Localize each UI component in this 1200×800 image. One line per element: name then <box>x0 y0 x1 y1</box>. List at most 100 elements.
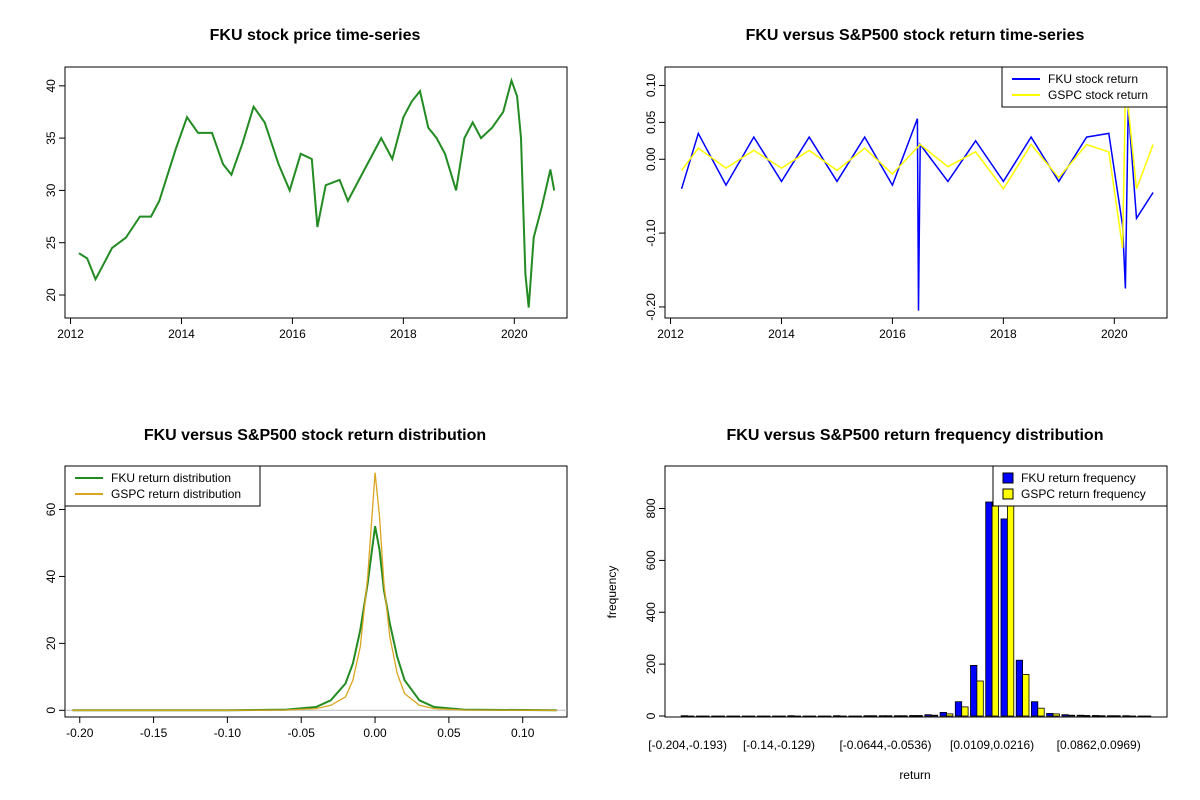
frequency-y-tick-label: 400 <box>644 602 658 622</box>
frequency-bar-1 <box>732 715 741 718</box>
frequency-bar-0 <box>1031 701 1039 717</box>
frequency-bar-0 <box>924 714 932 717</box>
price-chart-title: FKU stock price time-series <box>210 27 421 44</box>
frequency-x-tick-label: [0.0862,0.0969) <box>1057 738 1141 752</box>
density-series-0 <box>72 526 557 712</box>
frequency-bar-1 <box>1037 707 1045 717</box>
return-ts-y-tick-label: -0.10 <box>644 219 658 247</box>
frequency-bar-1 <box>748 715 756 718</box>
frequency-y-tick-label: 800 <box>644 498 658 518</box>
return-distribution-title: FKU versus S&P500 stock return distribut… <box>144 427 486 444</box>
frequency-bar-0 <box>756 715 765 718</box>
return-ts-series-1 <box>681 92 1154 249</box>
frequency-bar-0 <box>772 715 780 718</box>
frequency-bar-1 <box>763 715 771 718</box>
frequency-bar-1 <box>793 715 802 718</box>
density-legend-label: FKU return distribution <box>111 471 231 485</box>
return-ts-y-tick-label: 0.00 <box>644 147 658 171</box>
frequency-legend-box <box>992 465 1168 507</box>
frequency-bar-0 <box>863 715 871 717</box>
density-x-tick-label: -0.20 <box>66 726 94 740</box>
frequency-legend-swatch <box>1002 488 1014 500</box>
return-ts-series-0 <box>680 107 1154 311</box>
density-y-tick-label: 40 <box>44 569 58 583</box>
frequency-bar-1 <box>1144 715 1152 718</box>
return-ts-legend-label: GSPC stock return <box>1048 88 1148 102</box>
return-ts-x-tick-label: 2014 <box>768 327 795 341</box>
frequency-bar-0 <box>939 712 947 717</box>
frequency-y-axis-label: frequency <box>605 566 619 619</box>
frequency-bar-1 <box>915 715 923 717</box>
price-y-tick-label: 25 <box>44 236 58 250</box>
frequency-y-tick-label: 200 <box>644 654 658 674</box>
frequency-bar-0 <box>954 701 963 717</box>
frequency-bar-0 <box>985 501 993 717</box>
frequency-bar-1 <box>824 715 832 718</box>
frequency-x-tick-label: [-0.14,-0.129) <box>743 738 815 752</box>
return-ts-y-tick-label: 0.10 <box>644 73 658 97</box>
frequency-bar-0 <box>817 715 826 718</box>
density-y-tick-label: 0 <box>44 707 58 714</box>
frequency-legend-swatch <box>1002 472 1014 484</box>
frequency-bar-1 <box>1052 713 1060 717</box>
density-legend-box <box>64 465 261 507</box>
frequency-bar-0 <box>787 715 795 717</box>
price-x-tick-label: 2020 <box>501 327 528 341</box>
price-y-tick-label: 30 <box>44 183 58 197</box>
price-series-line <box>78 77 556 308</box>
frequency-x-tick-label: [-0.0644,-0.0536) <box>839 738 931 752</box>
density-legend-label: GSPC return distribution <box>111 487 241 501</box>
frequency-bar-0 <box>711 715 719 718</box>
price-y-tick-label: 35 <box>44 131 58 145</box>
return-timeseries-panel: FKU versus S&P500 stock return time-seri… <box>644 27 1168 341</box>
frequency-bar-1 <box>1022 674 1030 717</box>
frequency-bar-0 <box>1091 715 1100 717</box>
price-x-tick-label: 2018 <box>390 327 417 341</box>
return-ts-y-tick-label: 0.05 <box>644 110 658 134</box>
frequency-bar-1 <box>869 715 878 717</box>
frequency-legend-label: FKU return frequency <box>1021 471 1136 485</box>
density-series-1 <box>72 472 557 711</box>
frequency-bar-0 <box>1061 714 1069 717</box>
frequency-bar-1 <box>885 715 893 717</box>
frequency-bar-1 <box>1113 715 1121 717</box>
frequency-distribution-plot-frame <box>664 465 1168 718</box>
frequency-bar-0 <box>1107 715 1115 717</box>
frequency-bar-1 <box>1098 715 1106 717</box>
frequency-bar-1 <box>991 502 999 717</box>
frequency-bar-0 <box>1015 659 1024 717</box>
frequency-bar-0 <box>726 715 734 718</box>
density-x-tick-label: 0.05 <box>437 726 461 740</box>
return-ts-x-tick-label: 2018 <box>990 327 1017 341</box>
frequency-bar-1 <box>717 715 725 718</box>
frequency-bar-0 <box>1137 715 1145 718</box>
frequency-legend-label: GSPC return frequency <box>1021 487 1146 501</box>
price-x-tick-label: 2014 <box>168 327 195 341</box>
return-ts-legend-label: FKU stock return <box>1048 72 1138 86</box>
return-ts-legend-box <box>1001 66 1168 108</box>
frequency-bar-0 <box>680 715 689 717</box>
frequency-bar-1 <box>778 715 786 718</box>
frequency-bar-1 <box>702 715 710 718</box>
price-y-tick-label: 20 <box>44 288 58 302</box>
price-x-tick-label: 2016 <box>279 327 306 341</box>
frequency-bar-0 <box>833 715 841 717</box>
price-chart-panel: FKU stock price time-series 2012 2014 2016… <box>44 27 568 341</box>
frequency-bar-0 <box>802 715 810 718</box>
frequency-bar-1 <box>839 715 847 718</box>
frequency-bar-0 <box>848 715 856 718</box>
frequency-bar-0 <box>696 715 704 718</box>
density-y-tick-label: 60 <box>44 503 58 517</box>
frequency-bar-1 <box>1128 715 1136 718</box>
density-x-tick-label: -0.05 <box>288 726 316 740</box>
density-y-tick-label: 20 <box>44 636 58 650</box>
frequency-bar-1 <box>930 714 939 717</box>
return-timeseries-title: FKU versus S&P500 stock return time-seri… <box>746 27 1085 44</box>
return-ts-x-tick-label: 2016 <box>879 327 906 341</box>
frequency-bar-1 <box>1067 714 1076 717</box>
density-x-tick-label: -0.15 <box>140 726 168 740</box>
return-ts-x-tick-label: 2020 <box>1101 327 1128 341</box>
frequency-y-tick-label: 600 <box>644 550 658 570</box>
density-x-tick-label: 0.00 <box>363 726 387 740</box>
